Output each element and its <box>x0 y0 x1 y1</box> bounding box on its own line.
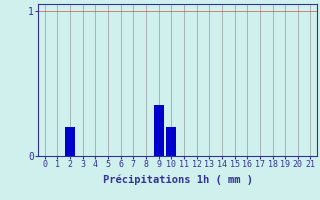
Bar <box>166 127 176 156</box>
Bar <box>154 105 164 156</box>
Bar <box>65 127 75 156</box>
X-axis label: Précipitations 1h ( mm ): Précipitations 1h ( mm ) <box>103 175 252 185</box>
